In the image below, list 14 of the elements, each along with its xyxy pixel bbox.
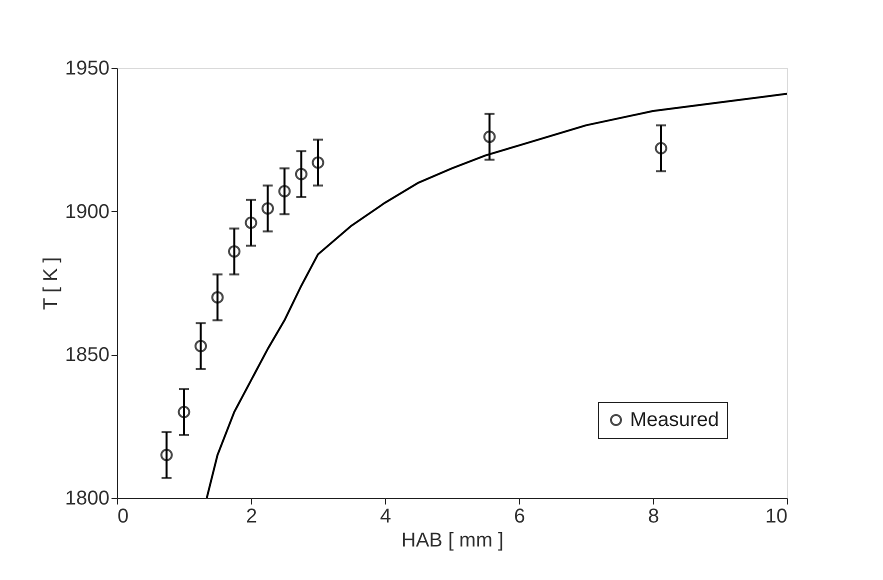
y-axis-title: T [ K ] [40, 257, 62, 310]
y-tick-label: 1800 [65, 488, 110, 510]
x-tick-label: 0 [118, 506, 129, 528]
x-tick-label: 8 [648, 506, 660, 528]
y-tick-label: 1950 [65, 58, 110, 80]
x-axis-title: HAB [ mm ] [401, 530, 504, 552]
x-tick-label: 10 [765, 506, 788, 528]
y-tick-label: 1900 [65, 200, 110, 223]
legend-label: Measured [630, 409, 719, 431]
x-tick-label: 2 [246, 506, 258, 528]
x-tick-label: 4 [380, 506, 392, 528]
line-series [206, 92, 787, 498]
y-tick-label: 1850 [65, 344, 110, 366]
x-tick-label: 6 [514, 506, 526, 528]
